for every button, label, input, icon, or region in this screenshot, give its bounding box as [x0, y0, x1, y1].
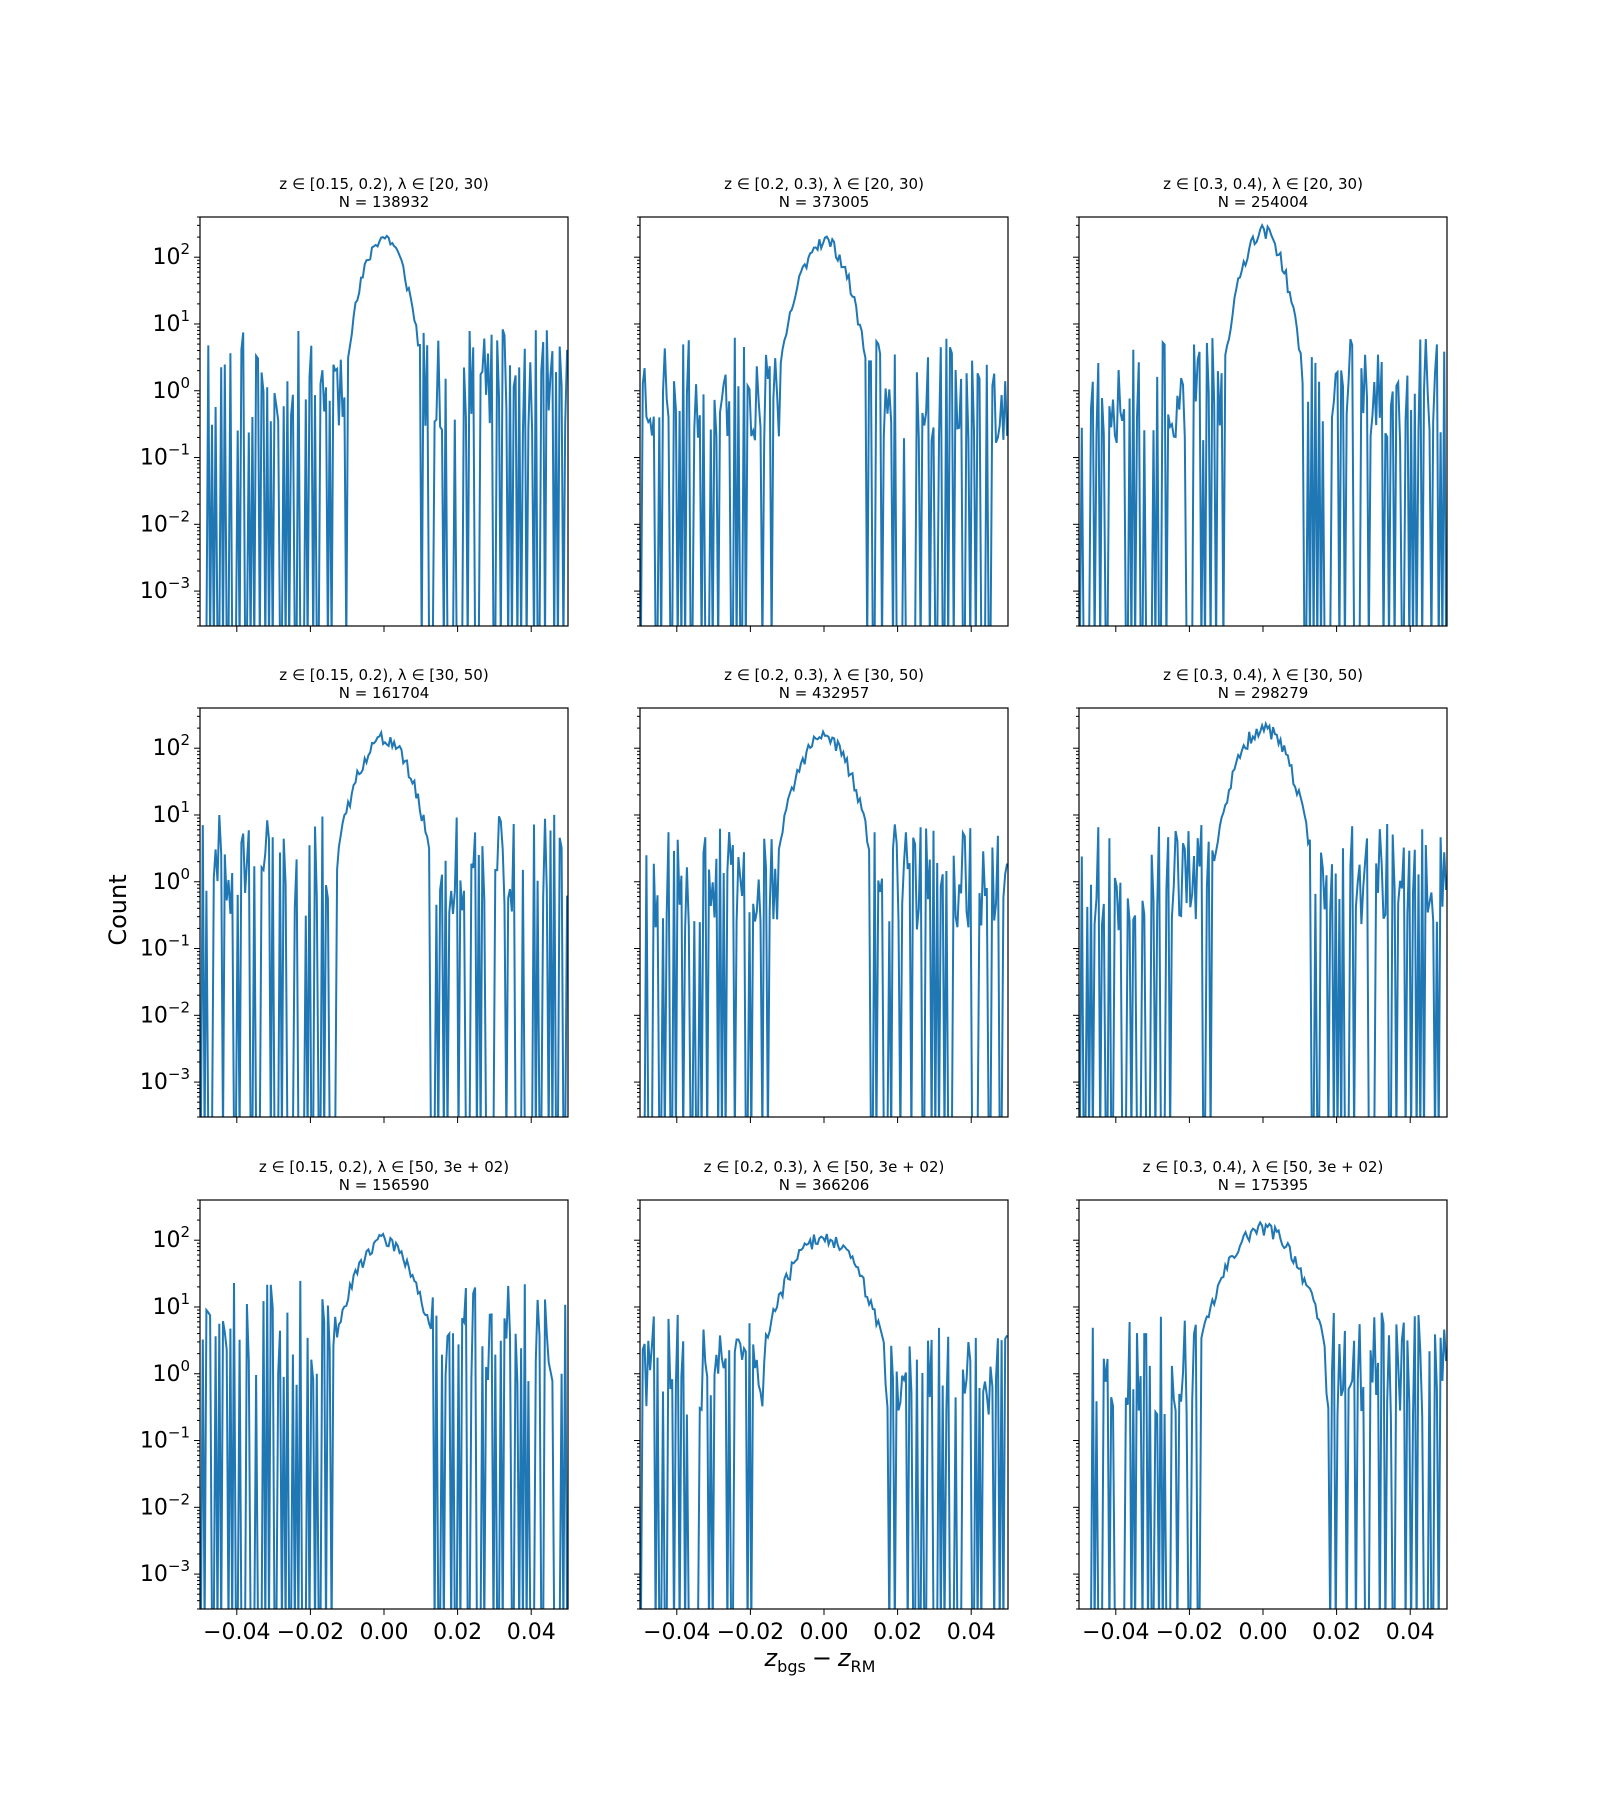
subplot-count: N = 161704 — [339, 684, 430, 702]
subplot-count: N = 156590 — [339, 1176, 430, 1194]
subplot-3: z ∈ [0.3, 0.4), λ ∈ [20, 30)N = 254004 — [1073, 175, 1448, 632]
y-axis: 102 101 100 10−1 10−2 10−3 — [140, 216, 200, 627]
y-tick-label: 10−2 — [140, 1490, 190, 1520]
subplot-9: z ∈ [0.3, 0.4), λ ∈ [50, 3e + 02)N = 175… — [1073, 1158, 1448, 1645]
y-axis — [634, 707, 640, 1118]
y-axis — [634, 216, 640, 627]
y-tick-label: 102 — [152, 731, 190, 761]
subplot-title: z ∈ [0.2, 0.3), λ ∈ [50, 3e + 02) — [704, 1158, 945, 1176]
series-line — [640, 235, 1008, 626]
y-tick-label: 10−1 — [140, 441, 190, 471]
y-axis — [1073, 1199, 1079, 1610]
x-tick-label: −0.02 — [277, 1620, 344, 1645]
series-line — [640, 1233, 1008, 1609]
y-axis: 102 101 100 10−1 10−2 10−3 — [140, 707, 200, 1118]
y-axis: 102 101 100 10−1 10−2 10−3 — [140, 1199, 200, 1610]
x-tick-label: 0.04 — [1386, 1620, 1435, 1645]
subplot-count: N = 366206 — [779, 1176, 870, 1194]
subplot-title: z ∈ [0.15, 0.2), λ ∈ [20, 30) — [279, 175, 488, 193]
x-axis — [236, 1117, 532, 1123]
y-tick-label: 10−3 — [140, 574, 190, 604]
x-axis — [676, 626, 972, 632]
x-tick-label: 0.02 — [873, 1620, 922, 1645]
y-tick-label: 10−3 — [140, 1557, 190, 1587]
x-tick-label: −0.04 — [643, 1620, 710, 1645]
subplot-title: z ∈ [0.3, 0.4), λ ∈ [30, 50) — [1163, 666, 1363, 684]
x-axis-label-minus: − — [812, 1644, 832, 1672]
y-tick-label: 102 — [152, 240, 190, 270]
y-axis — [1073, 707, 1079, 1118]
y-tick-label: 101 — [152, 1290, 190, 1320]
series-line — [205, 234, 568, 626]
subplot-title: z ∈ [0.3, 0.4), λ ∈ [50, 3e + 02) — [1143, 1158, 1384, 1176]
subplot-title: z ∈ [0.2, 0.3), λ ∈ [20, 30) — [724, 175, 924, 193]
x-axis: −0.04 −0.02 0.00 0.02 0.04 — [1082, 1609, 1435, 1645]
subplot-count: N = 138932 — [339, 193, 430, 211]
x-tick-label: 0.04 — [947, 1620, 996, 1645]
x-axis: −0.04 −0.02 0.00 0.02 0.04 — [203, 1609, 556, 1645]
x-axis-label: zbgs − zRM — [764, 1644, 876, 1676]
x-tick-label: 0.00 — [360, 1620, 409, 1645]
series-line — [200, 729, 568, 1117]
x-tick-label: 0.00 — [1239, 1620, 1288, 1645]
subplot-title: z ∈ [0.15, 0.2), λ ∈ [50, 3e + 02) — [259, 1158, 509, 1176]
y-tick-label: 100 — [152, 865, 190, 895]
x-axis — [236, 626, 532, 632]
x-axis-label-sub-bgs: bgs — [777, 1657, 806, 1676]
x-tick-label: 0.00 — [800, 1620, 849, 1645]
y-tick-label: 101 — [152, 798, 190, 828]
y-axis-label: Count — [104, 874, 132, 945]
x-tick-label: −0.04 — [1082, 1620, 1149, 1645]
y-tick-label: 10−1 — [140, 932, 190, 962]
y-tick-label: 101 — [152, 307, 190, 337]
subplot-7: z ∈ [0.15, 0.2), λ ∈ [50, 3e + 02)N = 15… — [140, 1158, 569, 1645]
subplot-title: z ∈ [0.2, 0.3), λ ∈ [30, 50) — [724, 666, 924, 684]
subplot-count: N = 432957 — [779, 684, 870, 702]
subplot-title: z ∈ [0.15, 0.2), λ ∈ [30, 50) — [279, 666, 488, 684]
y-tick-label: 10−1 — [140, 1424, 190, 1454]
subplot-grid: z ∈ [0.15, 0.2), λ ∈ [20, 30)N = 138932 1… — [140, 175, 1448, 1645]
subplot-count: N = 175395 — [1218, 1176, 1309, 1194]
x-tick-label: −0.04 — [203, 1620, 270, 1645]
subplot-2: z ∈ [0.2, 0.3), λ ∈ [20, 30)N = 373005 — [634, 175, 1009, 632]
y-tick-label: 100 — [152, 1357, 190, 1387]
y-tick-label: 102 — [152, 1223, 190, 1253]
series-line — [1079, 222, 1447, 626]
y-axis — [1073, 216, 1079, 627]
x-axis — [676, 1117, 972, 1123]
y-tick-label: 10−3 — [140, 1065, 190, 1095]
y-axis — [634, 1199, 640, 1610]
series-line — [643, 728, 1008, 1117]
x-axis-label-main: z — [764, 1644, 779, 1672]
y-tick-label: 100 — [152, 374, 190, 404]
plot-frame — [639, 1199, 1009, 1610]
x-axis — [1115, 1117, 1411, 1123]
subplot-6: z ∈ [0.3, 0.4), λ ∈ [30, 50)N = 298279 — [1073, 666, 1448, 1123]
y-tick-label: 10−2 — [140, 998, 190, 1028]
subplot-count: N = 373005 — [779, 193, 870, 211]
subplot-count: N = 254004 — [1218, 193, 1309, 211]
subplot-5: z ∈ [0.2, 0.3), λ ∈ [30, 50)N = 432957 — [634, 666, 1009, 1123]
subplot-count: N = 298279 — [1218, 684, 1309, 702]
x-axis: −0.04 −0.02 0.00 0.02 0.04 — [643, 1609, 996, 1645]
subplot-1: z ∈ [0.15, 0.2), λ ∈ [20, 30)N = 138932 1… — [140, 175, 569, 632]
subplot-title: z ∈ [0.3, 0.4), λ ∈ [20, 30) — [1163, 175, 1363, 193]
x-tick-label: −0.02 — [717, 1620, 784, 1645]
x-axis-label-main-2: z — [837, 1644, 852, 1672]
series-line — [1079, 720, 1447, 1117]
x-tick-label: 0.04 — [507, 1620, 556, 1645]
x-tick-label: −0.02 — [1156, 1620, 1223, 1645]
subplot-8: z ∈ [0.2, 0.3), λ ∈ [50, 3e + 02)N = 366… — [634, 1158, 1009, 1645]
series-line — [200, 1232, 568, 1609]
x-tick-label: 0.02 — [1312, 1620, 1361, 1645]
x-axis-label-sub-rm: RM — [851, 1657, 876, 1676]
subplot-4: z ∈ [0.15, 0.2), λ ∈ [30, 50)N = 161704 1… — [140, 666, 569, 1123]
x-tick-label: 0.02 — [433, 1620, 482, 1645]
x-axis — [1115, 626, 1411, 632]
series-line — [1090, 1220, 1447, 1609]
y-tick-label: 10−2 — [140, 507, 190, 537]
